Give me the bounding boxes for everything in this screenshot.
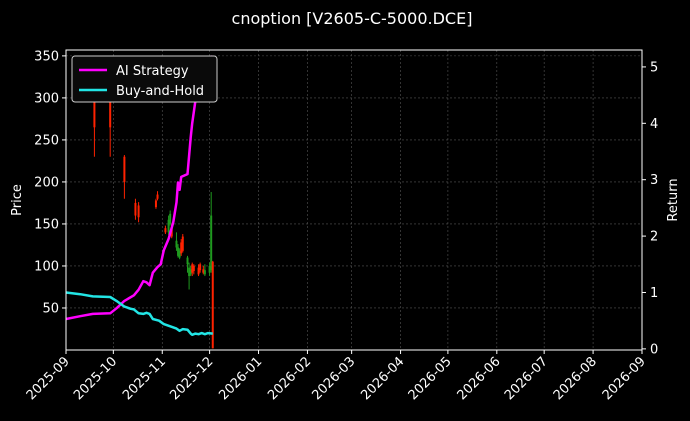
candle-body xyxy=(175,240,178,248)
y2-axis-title: Return xyxy=(666,178,681,221)
plot-frame xyxy=(65,49,643,351)
chart-title: cnoption [V2605-C-5000.DCE] xyxy=(232,9,473,28)
candle-body xyxy=(109,89,112,128)
candle-body xyxy=(188,267,191,277)
legend-label-ai-strategy: AI Strategy xyxy=(116,64,189,79)
candle-body xyxy=(208,265,211,273)
candle-body xyxy=(180,242,183,254)
candle-body xyxy=(167,219,170,233)
y-tick-label: 350 xyxy=(34,49,59,64)
candle-body xyxy=(123,156,126,182)
candle-body xyxy=(156,194,159,199)
candle-body xyxy=(186,257,189,265)
legend: AI Strategy Buy-and-Hold xyxy=(71,55,218,103)
y-tick-label: 50 xyxy=(42,301,59,316)
candle-body xyxy=(199,264,202,271)
y2-axis-ticks: 0 1 2 3 4 5 xyxy=(642,60,658,357)
candle-body xyxy=(181,236,184,251)
y2-tick-label: 2 xyxy=(650,230,658,245)
y-tick-label: 150 xyxy=(34,217,59,232)
candle-body xyxy=(197,267,200,275)
candle-body xyxy=(137,205,140,218)
y-tick-label: 200 xyxy=(34,175,59,190)
y2-tick-label: 0 xyxy=(650,342,658,357)
legend-box xyxy=(71,55,218,103)
candle-body xyxy=(170,228,173,237)
candle-body xyxy=(203,270,206,275)
y2-tick-label: 3 xyxy=(650,173,658,188)
y-tick-label: 300 xyxy=(34,91,59,106)
candle-body xyxy=(192,265,195,272)
y-tick-label: 250 xyxy=(34,133,59,148)
y2-tick-label: 5 xyxy=(650,60,658,75)
series-line-buy-and-hold xyxy=(65,291,213,337)
candle-body xyxy=(169,213,172,224)
candle-body xyxy=(134,202,137,216)
candle-body xyxy=(189,269,192,275)
candle-body xyxy=(178,250,181,258)
y-tick-label: 100 xyxy=(34,259,59,274)
candle-body xyxy=(210,215,213,271)
candle-body xyxy=(211,261,214,349)
legend-label-buy-and-hold: Buy-and-Hold xyxy=(116,84,204,99)
candle-body xyxy=(191,264,194,273)
candle-body xyxy=(177,247,180,256)
y2-tick-label: 4 xyxy=(650,117,658,132)
y2-tick-label: 1 xyxy=(650,286,658,301)
y-axis-title: Price xyxy=(10,184,25,216)
candle-body xyxy=(164,228,167,233)
candle-body xyxy=(154,200,157,208)
y-axis-ticks: 50 100 150 200 250 300 350 xyxy=(34,49,66,316)
candle-body xyxy=(202,269,205,273)
